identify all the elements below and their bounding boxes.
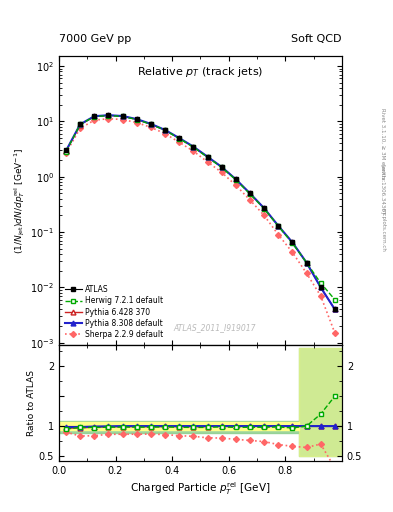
Text: Rivet 3.1.10, ≥ 3M events: Rivet 3.1.10, ≥ 3M events — [381, 108, 386, 179]
Text: 7000 GeV pp: 7000 GeV pp — [59, 33, 131, 44]
Text: Soft QCD: Soft QCD — [292, 33, 342, 44]
Text: ATLAS_2011_I919017: ATLAS_2011_I919017 — [173, 324, 256, 332]
Text: Relative $p_T$ (track jets): Relative $p_T$ (track jets) — [137, 65, 264, 79]
Legend: ATLAS, Herwig 7.2.1 default, Pythia 6.428 370, Pythia 8.308 default, Sherpa 2.2.: ATLAS, Herwig 7.2.1 default, Pythia 6.42… — [63, 283, 165, 342]
Text: [arXiv:1306.3436]: [arXiv:1306.3436] — [381, 164, 386, 215]
Text: mcplots.cern.ch: mcplots.cern.ch — [381, 208, 386, 252]
Y-axis label: $(1/N_\mathrm{jet})dN/dp_T^\mathrm{rel}\ [\mathrm{GeV}^{-1}]$: $(1/N_\mathrm{jet})dN/dp_T^\mathrm{rel}\… — [13, 148, 28, 254]
X-axis label: Charged Particle $p_T^\mathrm{rel}$ [GeV]: Charged Particle $p_T^\mathrm{rel}$ [GeV… — [130, 480, 271, 497]
Y-axis label: Ratio to ATLAS: Ratio to ATLAS — [27, 370, 36, 436]
